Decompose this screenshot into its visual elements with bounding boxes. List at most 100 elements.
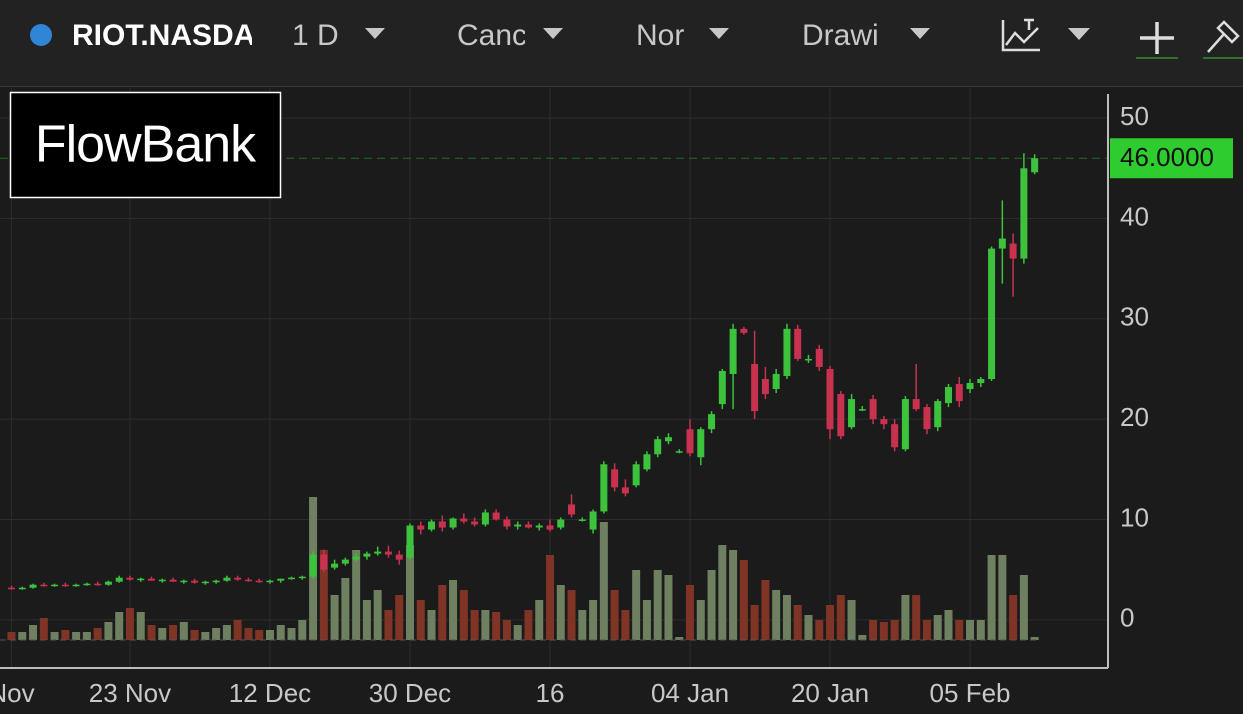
drawing[interactable]: Drawi xyxy=(802,19,879,52)
x-tick-label: 16 xyxy=(536,678,565,708)
dropdown-arrow[interactable] xyxy=(1068,28,1090,40)
volume-bar xyxy=(470,610,479,640)
candle-body xyxy=(471,521,479,525)
volume-bar xyxy=(782,595,791,640)
volume-bar xyxy=(772,590,781,640)
candle-body xyxy=(169,579,177,582)
candle-body xyxy=(966,383,974,390)
volume-bar xyxy=(147,625,156,640)
dropdown-arrow[interactable] xyxy=(543,28,563,39)
volume-bar xyxy=(384,610,393,640)
candle-body xyxy=(320,554,328,570)
volume-bar xyxy=(836,595,845,640)
candle-body xyxy=(901,399,909,450)
candle-body xyxy=(191,580,199,583)
volume-bar xyxy=(201,632,210,640)
candle-body xyxy=(955,384,963,402)
volume-bar xyxy=(718,545,727,640)
volume-bar xyxy=(599,522,608,640)
scale[interactable]: Nor xyxy=(636,19,684,52)
candle-body xyxy=(664,437,672,442)
volume-bar xyxy=(179,622,188,640)
candle-body xyxy=(988,248,996,380)
candle-body xyxy=(837,394,845,437)
volume-bar xyxy=(481,610,490,640)
hammer-icon[interactable] xyxy=(1207,20,1240,53)
candle-body xyxy=(600,464,608,512)
dropdown-arrow[interactable] xyxy=(910,28,930,39)
candle-body xyxy=(708,414,716,430)
candle-body xyxy=(481,512,489,525)
candle-body xyxy=(761,379,769,395)
volume-bar xyxy=(395,595,404,640)
candle-body xyxy=(578,519,586,521)
volume-bar xyxy=(933,615,942,640)
volume-bar xyxy=(29,625,38,640)
candle-body xyxy=(72,584,80,587)
crosshair-icon[interactable] xyxy=(1140,22,1174,54)
candle-body xyxy=(794,328,802,359)
volume-bar xyxy=(513,625,522,640)
volume-bar xyxy=(50,632,59,640)
candle-body xyxy=(524,524,532,528)
candle-body xyxy=(912,399,920,410)
volume-bar xyxy=(438,585,447,640)
volume-bar xyxy=(1019,575,1028,640)
x-tick-label: 04 Jan xyxy=(651,678,729,708)
dropdown-arrow[interactable] xyxy=(709,28,729,39)
x-tick-label: 23 Nov xyxy=(89,678,171,708)
logo: FlowBank xyxy=(35,116,257,174)
volume-bar xyxy=(298,620,307,640)
volume-bar xyxy=(82,632,91,640)
volume-bar xyxy=(7,632,16,640)
volume-bar xyxy=(815,620,824,640)
volume-bar xyxy=(18,632,27,640)
volume-bar xyxy=(739,560,748,640)
candle-body xyxy=(535,525,543,528)
indicator-icon[interactable] xyxy=(1001,18,1040,52)
volume-bar xyxy=(987,555,996,640)
candle-body xyxy=(783,328,791,376)
volume-bar xyxy=(373,590,382,640)
volume-bar xyxy=(136,612,145,640)
volume-bar xyxy=(589,600,598,640)
volume-bar xyxy=(686,585,695,640)
volume-bar xyxy=(955,620,964,640)
volume-bar xyxy=(244,628,253,640)
candle-body xyxy=(977,379,985,384)
volume-bar xyxy=(869,620,878,640)
chart: 0 10 20 30 40 50 Nov 23 Nov 12 Dec 30 Dec 16 04 Jan… xyxy=(0,88,1233,708)
volume-bar xyxy=(556,585,565,640)
volume-bar xyxy=(976,620,985,640)
symbol[interactable]: RIOT.NASDA xyxy=(72,19,255,52)
volume-bar xyxy=(826,605,835,640)
candle-body xyxy=(115,577,123,582)
x-tick-label: 30 Dec xyxy=(369,678,451,708)
candle-body xyxy=(277,578,285,581)
volume-bar xyxy=(675,637,684,640)
candle-body xyxy=(104,581,112,585)
chart-type[interactable]: Canc xyxy=(457,19,527,52)
candle-body xyxy=(1009,243,1017,259)
candle-body xyxy=(643,454,651,470)
candle-body xyxy=(1031,158,1039,173)
volume-bar xyxy=(707,570,716,640)
candle-body xyxy=(718,370,726,405)
candle-body xyxy=(374,551,382,554)
x-tick-label: 12 Dec xyxy=(229,678,311,708)
volume-bar xyxy=(222,625,231,640)
candle-body xyxy=(514,524,522,527)
candle-body xyxy=(697,429,705,458)
interval[interactable]: 1 D xyxy=(292,19,339,52)
volume-bar xyxy=(61,630,70,640)
candle-body xyxy=(923,407,931,430)
candle-body xyxy=(869,399,877,420)
candle-body xyxy=(212,580,220,583)
candle-body xyxy=(503,519,511,527)
volume-bar xyxy=(72,632,81,640)
volume-bar xyxy=(901,595,910,640)
dropdown-arrow[interactable] xyxy=(365,28,385,39)
volume-bar xyxy=(890,620,899,640)
candle-body xyxy=(244,579,252,582)
candle-body xyxy=(804,358,812,361)
